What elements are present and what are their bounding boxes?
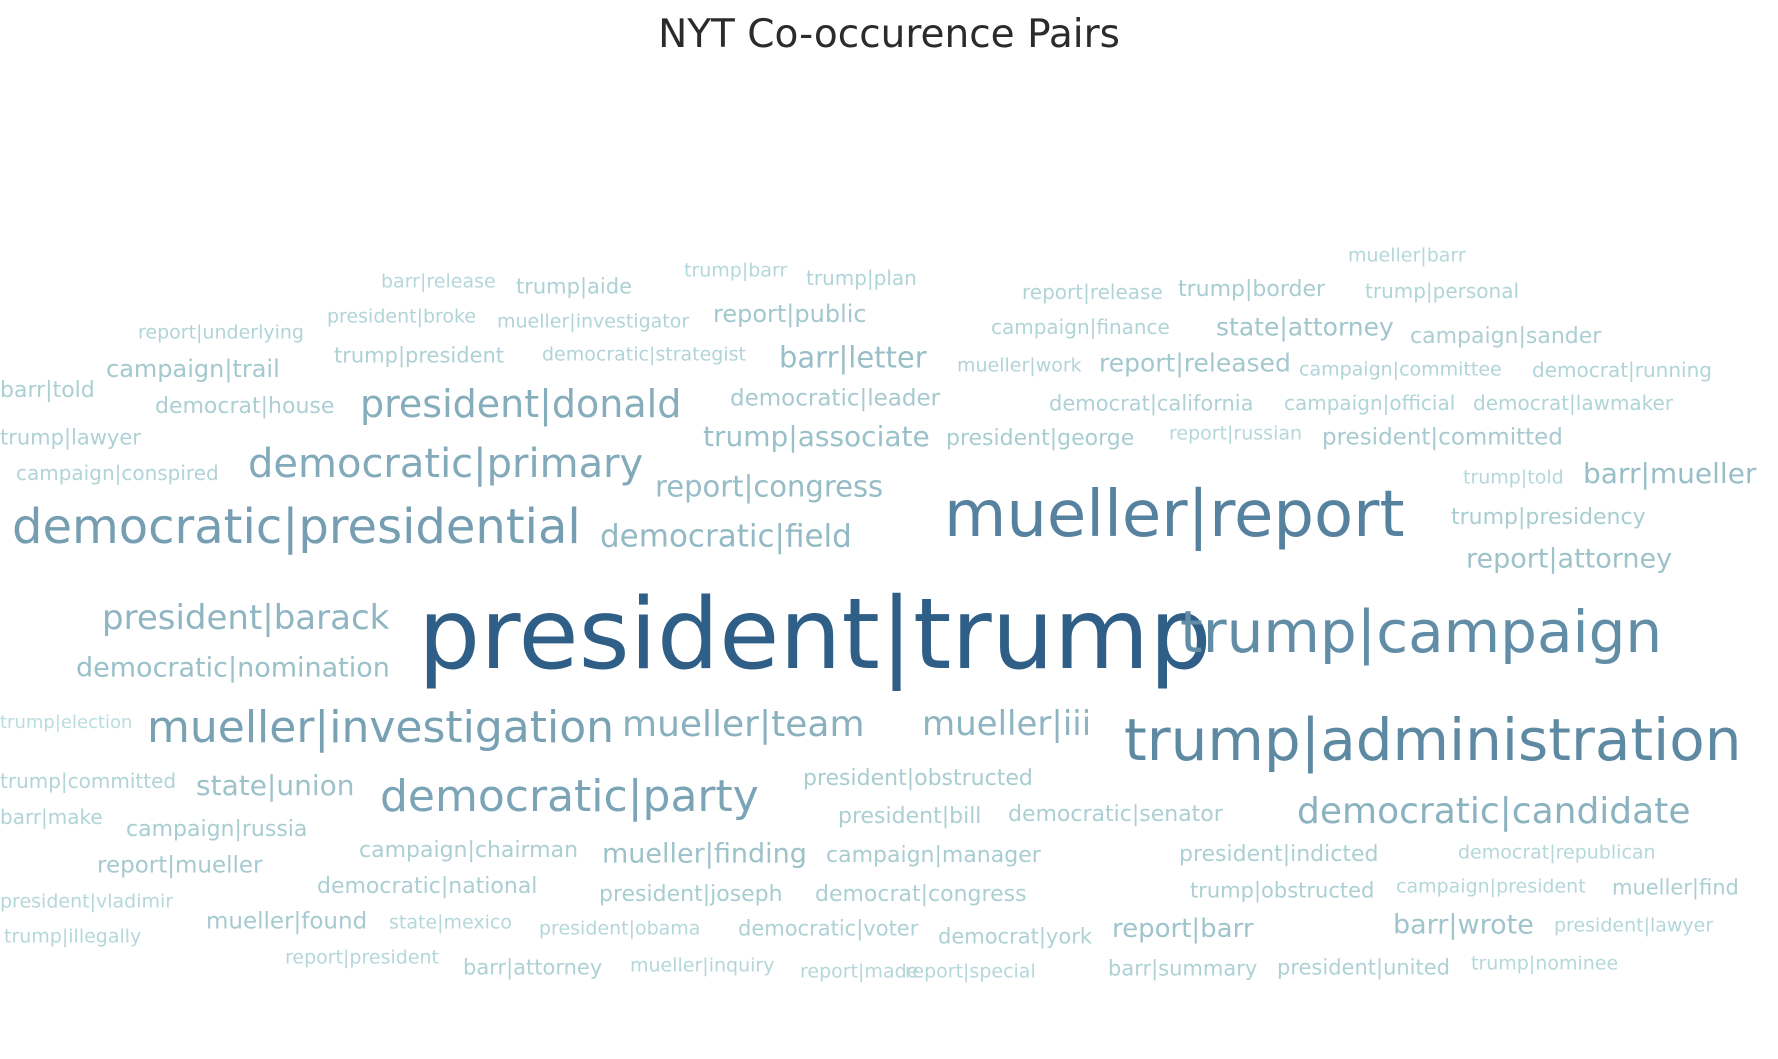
word-president-bill: president|bill [838,804,982,829]
word-campaign-sander: campaign|sander [1410,324,1602,349]
word-report-released: report|released [1099,348,1291,378]
word-president-george: president|george [946,426,1135,451]
word-report-attorney: report|attorney [1466,543,1673,575]
word-democrat-republican: democrat|republican [1458,841,1656,864]
word-campaign-chairman: campaign|chairman [359,838,579,863]
word-report-congress: report|congress [655,469,884,504]
word-report-made: report|made [800,960,919,983]
word-mueller-investigation: mueller|investigation [147,702,615,753]
word-trump-personal: trump|personal [1365,279,1520,303]
word-campaign-official: campaign|official [1284,391,1456,415]
word-democrat-congress: democrat|congress [815,882,1027,907]
word-mueller-team: mueller|team [622,704,865,745]
word-trump-nominee: trump|nominee [1471,952,1619,975]
word-democratic-party: democratic|party [380,771,759,822]
word-trump-election: trump|election [0,712,133,733]
word-trump-barr: trump|barr [684,259,788,282]
word-democratic-voter: democratic|voter [738,916,919,941]
word-president-donald: president|donald [360,382,682,426]
word-mueller-report: mueller|report [944,478,1405,552]
word-barr-letter: barr|letter [779,340,927,375]
word-democratic-nomination: democratic|nomination [76,652,390,684]
word-president-vladimir: president|vladimir [0,890,174,913]
word-report-underlying: report|underlying [138,321,304,344]
word-president-obstructed: president|obstructed [803,766,1033,791]
word-democratic-senator: democratic|senator [1008,802,1223,827]
word-report-russian: report|russian [1169,422,1303,445]
word-trump-illegally: trump|illegally [4,925,142,948]
word-democratic-leader: democratic|leader [730,385,941,412]
word-president-committed: president|committed [1322,424,1563,451]
word-trump-lawyer: trump|lawyer [0,425,141,450]
word-report-public: report|public [713,300,867,328]
word-president-broke: president|broke [327,305,477,328]
word-democrat-california: democrat|california [1049,391,1254,416]
word-state-union: state|union [196,769,355,802]
word-trump-told: trump|told [1463,466,1564,489]
word-campaign-conspired: campaign|conspired [16,461,219,485]
word-trump-committed: trump|committed [0,769,177,793]
word-campaign-president: campaign|president [1396,875,1586,898]
chart-title: NYT Co-occurence Pairs [658,12,1120,57]
word-democratic-field: democratic|field [600,518,852,555]
word-democratic-strategist: democratic|strategist [542,343,746,366]
word-barr-told: barr|told [0,378,95,403]
word-president-joseph: president|joseph [599,882,783,907]
word-campaign-finance: campaign|finance [991,315,1170,339]
word-report-release: report|release [1022,280,1163,304]
word-democratic-primary: democratic|primary [248,441,644,487]
word-barr-attorney: barr|attorney [463,955,603,980]
word-trump-obstructed: trump|obstructed [1190,878,1375,903]
word-campaign-russia: campaign|russia [126,817,308,842]
word-democratic-national: democratic|national [317,874,538,899]
word-democratic-presidential: democratic|presidential [12,499,581,555]
word-president-united: president|united [1277,955,1451,980]
word-barr-summary: barr|summary [1108,956,1258,981]
word-report-president: report|president [285,946,439,969]
word-president-lawyer: president|lawyer [1554,914,1714,937]
word-mueller-barr: mueller|barr [1348,244,1466,267]
word-mueller-find: mueller|find [1612,875,1739,900]
word-mueller-investigator: mueller|investigator [497,310,690,333]
word-president-indicted: president|indicted [1179,842,1379,867]
word-democrat-york: democrat|york [938,924,1092,949]
word-campaign-trail: campaign|trail [106,355,280,383]
word-trump-associate: trump|associate [703,420,930,453]
word-report-barr: report|barr [1112,914,1254,944]
word-trump-president: trump|president [334,343,505,368]
word-campaign-manager: campaign|manager [826,843,1041,868]
word-state-attorney: state|attorney [1216,312,1394,342]
word-barr-mueller: barr|mueller [1583,457,1757,490]
word-president-barack: president|barack [102,598,390,638]
word-trump-presidency: trump|presidency [1451,505,1646,530]
word-state-mexico: state|mexico [389,911,512,934]
word-democratic-candidate: democratic|candidate [1297,791,1691,832]
word-mueller-finding: mueller|finding [602,838,807,870]
word-trump-plan: trump|plan [806,266,917,290]
word-trump-campaign: trump|campaign [1180,598,1663,666]
word-mueller-inquiry: mueller|inquiry [630,954,775,977]
word-democrat-running: democrat|running [1532,358,1712,382]
word-report-mueller: report|mueller [97,852,263,879]
word-president-trump: president|trump [418,578,1212,692]
word-trump-aide: trump|aide [516,274,632,299]
word-barr-make: barr|make [0,805,103,829]
word-mueller-iii: mueller|iii [922,704,1092,744]
word-barr-release: barr|release [381,270,496,293]
word-mueller-work: mueller|work [957,354,1082,377]
word-campaign-committee: campaign|committee [1299,358,1502,381]
word-democrat-house: democrat|house [155,394,335,419]
word-trump-border: trump|border [1178,277,1326,302]
word-trump-administration: trump|administration [1124,706,1742,774]
word-democrat-lawmaker: democrat|lawmaker [1473,391,1674,415]
word-mueller-found: mueller|found [206,908,368,935]
word-report-special: report|special [905,960,1036,983]
word-barr-wrote: barr|wrote [1393,909,1534,941]
word-president-obama: president|obama [539,917,701,940]
